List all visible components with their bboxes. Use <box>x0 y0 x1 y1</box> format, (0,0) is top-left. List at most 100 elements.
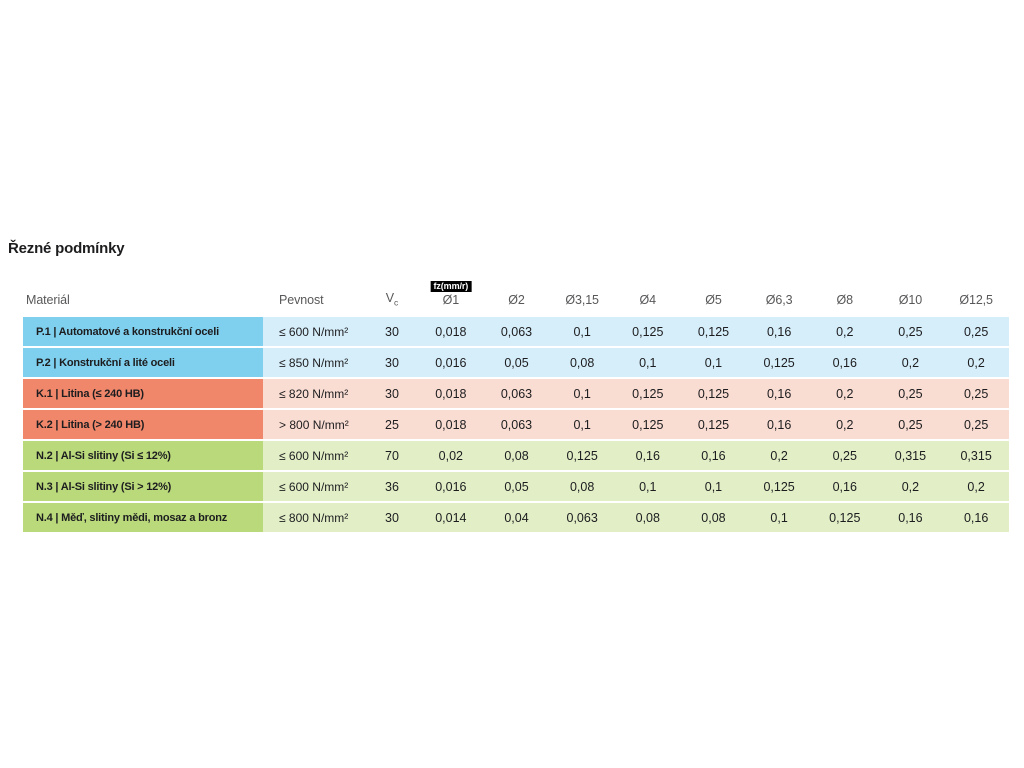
fz-value-cell: 0,25 <box>811 441 878 470</box>
fz-value-cell: 0,125 <box>680 317 747 346</box>
vc-cell: 30 <box>366 379 418 408</box>
fz-value-cell: 0,315 <box>877 441 944 470</box>
fz-value-cell: 0,2 <box>811 317 878 346</box>
fz-value-cell: 0,2 <box>811 410 878 439</box>
fz-value-cell: 0,1 <box>549 317 615 346</box>
table-row-n4: N.4 | Měď, slitiny mědi, mosaz a bronz ≤… <box>23 503 1009 532</box>
fz-value-cell: 0,016 <box>418 472 484 501</box>
column-header-d8: Ø8 <box>836 293 854 307</box>
column-header-d12-5: Ø12,5 <box>959 293 993 307</box>
fz-value-cell: 0,16 <box>746 379 812 408</box>
vc-cell: 30 <box>366 503 418 532</box>
vc-label: V <box>385 290 395 305</box>
fz-value-cell: 0,1 <box>614 348 681 377</box>
fz-value-cell: 0,08 <box>614 503 681 532</box>
fz-value-cell: 0,02 <box>418 441 484 470</box>
fz-value-cell: 0,25 <box>877 410 944 439</box>
table-row-p1: P.1 | Automatové a konstrukční oceli ≤ 6… <box>23 317 1009 346</box>
fz-value-cell: 0,063 <box>483 410 550 439</box>
material-cell: N.3 | Al-Si slitiny (Si > 12%) <box>23 472 263 501</box>
fz-value-cell: 0,018 <box>418 410 484 439</box>
fz-value-cell: 0,016 <box>418 348 484 377</box>
fz-value-cell: 0,2 <box>943 348 1009 377</box>
fz-value-cell: 0,16 <box>877 503 944 532</box>
fz-value-cell: 0,2 <box>877 472 944 501</box>
column-header-d4: Ø4 <box>639 293 657 307</box>
fz-value-cell: 0,05 <box>483 348 550 377</box>
table-row-n2: N.2 | Al-Si slitiny (Si ≤ 12%) ≤ 600 N/m… <box>23 441 1009 470</box>
fz-value-cell: 0,25 <box>943 379 1009 408</box>
table-row-p2: P.2 | Konstrukční a lité oceli ≤ 850 N/m… <box>23 348 1009 377</box>
fz-value-cell: 0,125 <box>811 503 878 532</box>
column-header-d6-3: Ø6,3 <box>765 293 793 307</box>
fz-value-cell: 0,2 <box>811 379 878 408</box>
table-row-n3: N.3 | Al-Si slitiny (Si > 12%) ≤ 600 N/m… <box>23 472 1009 501</box>
fz-value-cell: 0,018 <box>418 379 484 408</box>
page-title: Řezné podmínky <box>8 240 125 257</box>
fz-value-cell: 0,25 <box>877 379 944 408</box>
fz-value-cell: 0,08 <box>549 472 615 501</box>
fz-value-cell: 0,16 <box>811 472 878 501</box>
fz-value-cell: 0,2 <box>746 441 812 470</box>
column-header-d10: Ø10 <box>898 293 923 307</box>
fz-value-cell: 0,018 <box>418 317 484 346</box>
fz-value-cell: 0,063 <box>549 503 615 532</box>
vc-cell: 30 <box>366 348 418 377</box>
strength-cell: ≤ 600 N/mm² <box>263 441 366 470</box>
vc-cell: 25 <box>366 410 418 439</box>
fz-value-cell: 0,1 <box>746 503 812 532</box>
strength-cell: ≤ 820 N/mm² <box>263 379 366 408</box>
fz-value-cell: 0,16 <box>614 441 681 470</box>
column-header-strength: Pevnost <box>279 293 324 307</box>
vc-cell: 36 <box>366 472 418 501</box>
material-cell: K.1 | Litina (≤ 240 HB) <box>23 379 263 408</box>
fz-value-cell: 0,125 <box>614 317 681 346</box>
fz-value-cell: 0,1 <box>549 379 615 408</box>
fz-value-cell: 0,08 <box>549 348 615 377</box>
fz-value-cell: 0,063 <box>483 317 550 346</box>
column-header-material: Materiál <box>26 293 70 307</box>
fz-value-cell: 0,125 <box>680 379 747 408</box>
material-cell: P.1 | Automatové a konstrukční oceli <box>23 317 263 346</box>
column-header-d5: Ø5 <box>705 293 722 307</box>
column-header-vc: Vc <box>366 271 418 315</box>
vc-subscript: c <box>394 297 399 307</box>
fz-value-cell: 0,1 <box>549 410 615 439</box>
fz-value-cell: 0,1 <box>680 348 747 377</box>
fz-value-cell: 0,16 <box>811 348 878 377</box>
strength-cell: ≤ 800 N/mm² <box>263 503 366 532</box>
vc-cell: 30 <box>366 317 418 346</box>
strength-cell: ≤ 600 N/mm² <box>263 317 366 346</box>
fz-unit-badge: fz(mm/r) <box>430 281 472 292</box>
fz-value-cell: 0,063 <box>483 379 550 408</box>
fz-value-cell: 0,2 <box>943 472 1009 501</box>
column-header-d1: fz(mm/r) Ø1 <box>418 271 484 315</box>
table-row-k1: K.1 | Litina (≤ 240 HB) ≤ 820 N/mm² 30 0… <box>23 379 1009 408</box>
fz-value-cell: 0,125 <box>614 410 681 439</box>
strength-cell: ≤ 600 N/mm² <box>263 472 366 501</box>
fz-value-cell: 0,1 <box>680 472 747 501</box>
fz-value-cell: 0,315 <box>943 441 1009 470</box>
fz-value-cell: 0,014 <box>418 503 484 532</box>
fz-value-cell: 0,16 <box>680 441 747 470</box>
fz-value-cell: 0,05 <box>483 472 550 501</box>
fz-value-cell: 0,08 <box>680 503 747 532</box>
fz-value-cell: 0,2 <box>877 348 944 377</box>
vc-cell: 70 <box>366 441 418 470</box>
strength-cell: > 800 N/mm² <box>263 410 366 439</box>
table-row-k2: K.2 | Litina (> 240 HB) > 800 N/mm² 25 0… <box>23 410 1009 439</box>
cutting-conditions-table: Materiál Pevnost Vc fz(mm/r) Ø1 Ø2 Ø3,15… <box>23 269 1009 534</box>
fz-value-cell: 0,16 <box>746 410 812 439</box>
fz-value-cell: 0,25 <box>943 410 1009 439</box>
fz-value-cell: 0,25 <box>943 317 1009 346</box>
fz-value-cell: 0,125 <box>614 379 681 408</box>
fz-value-cell: 0,04 <box>483 503 550 532</box>
diameter-label: Ø1 <box>442 293 460 307</box>
fz-value-cell: 0,25 <box>877 317 944 346</box>
material-cell: K.2 | Litina (> 240 HB) <box>23 410 263 439</box>
fz-value-cell: 0,125 <box>549 441 615 470</box>
header-row: Materiál Pevnost Vc fz(mm/r) Ø1 Ø2 Ø3,15… <box>23 271 1009 315</box>
strength-cell: ≤ 850 N/mm² <box>263 348 366 377</box>
column-header-d3-15: Ø3,15 <box>565 293 599 307</box>
